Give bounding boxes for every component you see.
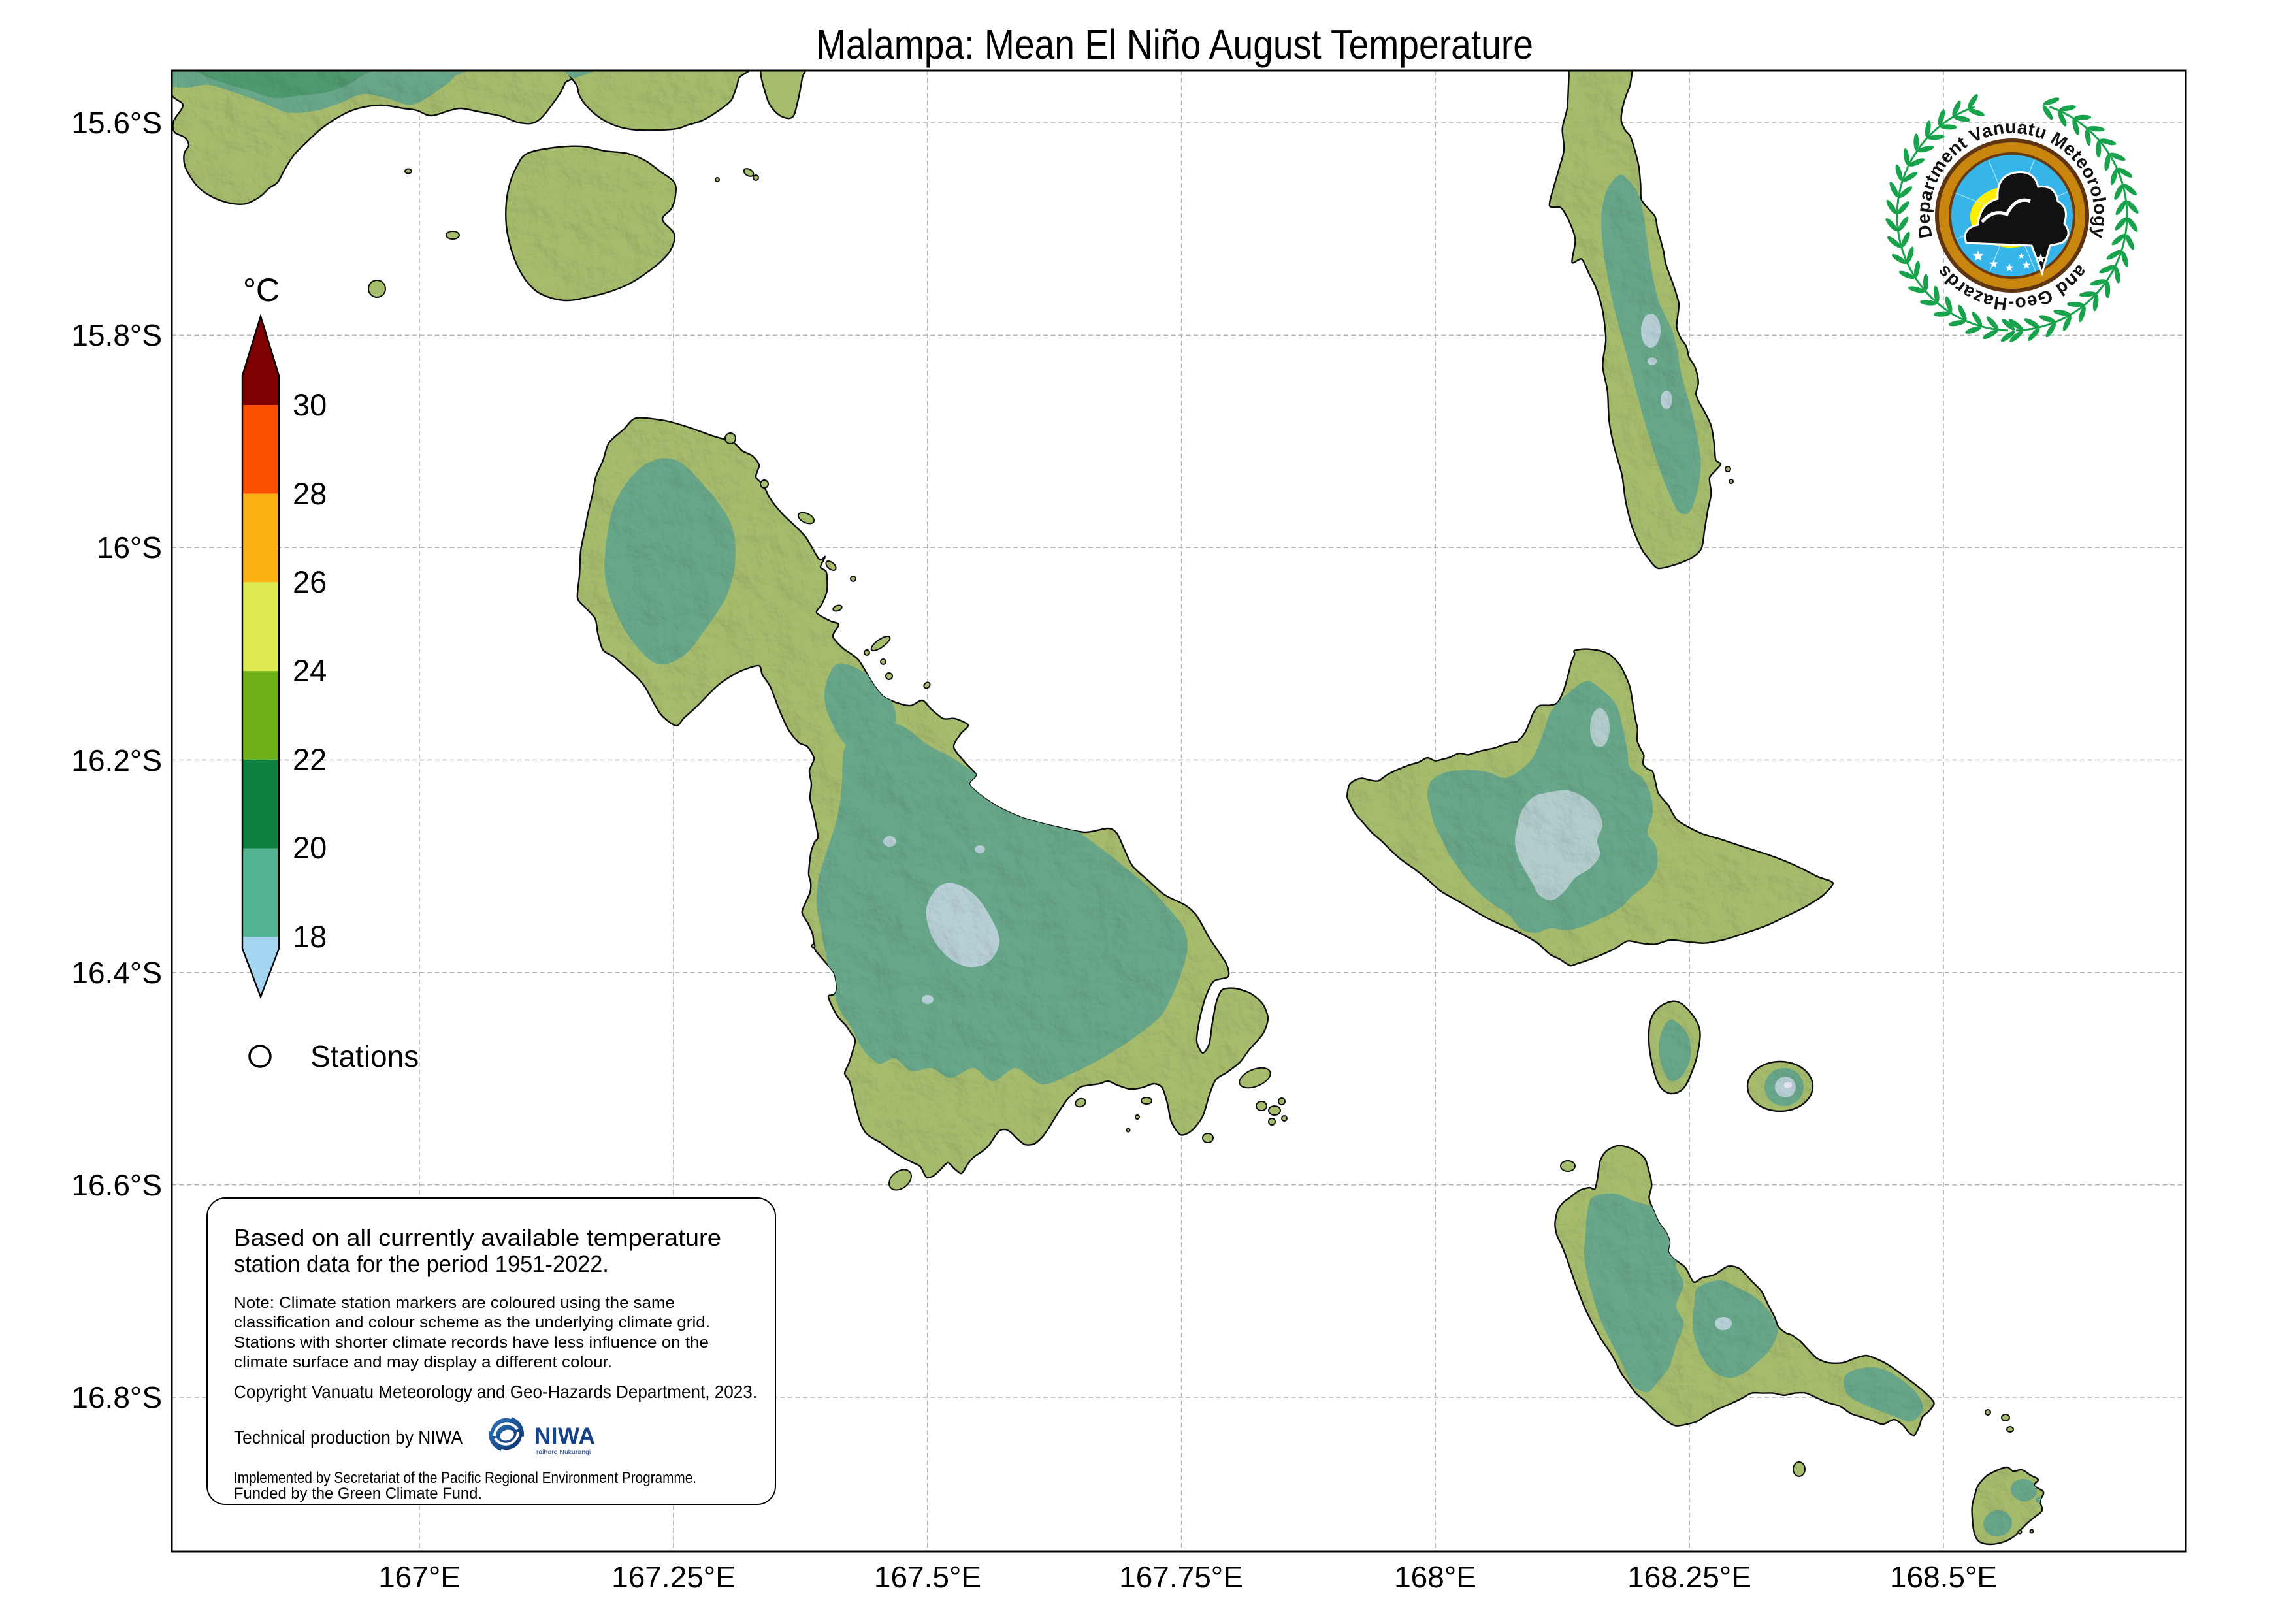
svg-text:Stations with shorter climate: Stations with shorter climate records ha… [234,1334,709,1352]
svg-text:167.5°E: 167.5°E [874,1560,981,1594]
svg-text:Implemented by Secretariat of: Implemented by Secretariat of the Pacifi… [234,1469,696,1487]
svg-text:15.6°S: 15.6°S [71,106,162,140]
svg-text:Technical production by NIWA: Technical production by NIWA [234,1427,463,1448]
svg-text:climate surface and may displa: climate surface and may display a differ… [234,1354,612,1371]
svg-text:168°E: 168°E [1394,1560,1476,1594]
svg-text:15.8°S: 15.8°S [71,318,162,352]
svg-text:classification and colour sche: classification and colour scheme as the … [234,1314,710,1331]
svg-text:Taihoro Nukurangi: Taihoro Nukurangi [535,1448,591,1456]
svg-text:16°S: 16°S [97,530,162,564]
svg-text:16.8°S: 16.8°S [71,1380,162,1414]
svg-text:167°E: 167°E [378,1560,461,1594]
svg-text:Stations: Stations [310,1039,419,1073]
svg-text:16.4°S: 16.4°S [71,956,162,990]
svg-text:167.75°E: 167.75°E [1119,1560,1243,1594]
svg-text:Funded by the Green Climate Fu: Funded by the Green Climate Fund. [234,1485,482,1502]
svg-text:30: 30 [293,387,327,422]
svg-text:Based on all currently availab: Based on all currently available tempera… [234,1224,721,1251]
svg-text:Note: Climate station markers: Note: Climate station markers are colour… [234,1294,675,1312]
svg-text:NIWA: NIWA [534,1423,595,1449]
svg-text:18: 18 [293,919,327,954]
svg-text:°C: °C [243,272,280,308]
svg-text:16.2°S: 16.2°S [71,743,162,777]
svg-text:Malampa: Mean El Niño August T: Malampa: Mean El Niño August Temperature [816,21,1533,68]
svg-text:station data for the period 19: station data for the period 1951-2022. [234,1250,609,1277]
svg-text:168.5°E: 168.5°E [1890,1560,1997,1594]
svg-text:22: 22 [293,742,327,777]
svg-text:168.25°E: 168.25°E [1627,1560,1751,1594]
svg-text:20: 20 [293,830,327,865]
svg-text:16.6°S: 16.6°S [71,1168,162,1202]
svg-text:24: 24 [293,653,327,688]
svg-text:28: 28 [293,476,327,511]
svg-text:26: 26 [293,564,327,599]
svg-text:167.25°E: 167.25°E [611,1560,736,1594]
svg-text:Copyright Vanuatu Meteorology: Copyright Vanuatu Meteorology and Geo-Ha… [234,1382,757,1402]
